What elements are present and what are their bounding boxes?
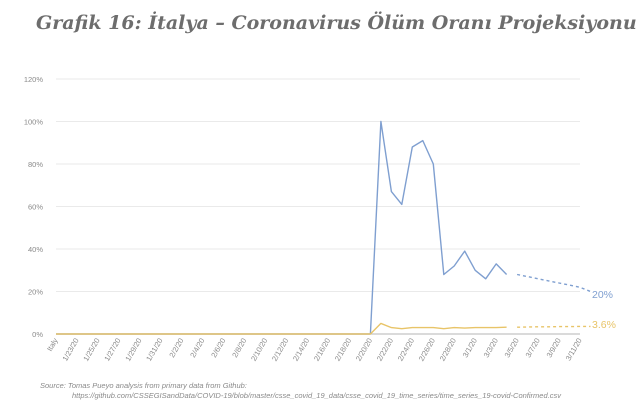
series-line-projection xyxy=(517,325,591,328)
x-tick-label: 3/3/20 xyxy=(482,337,500,360)
grid-lines xyxy=(56,78,580,335)
x-tick-label: 3/1/20 xyxy=(461,337,479,360)
x-tick-label: 2/28/20 xyxy=(438,337,458,363)
series-line-actual xyxy=(56,120,508,335)
x-tick-label: 2/26/20 xyxy=(417,337,437,363)
x-tick-label: 3/11/20 xyxy=(564,337,584,363)
x-tick-label: Italy xyxy=(45,336,60,353)
source-line-1: Source: Tomas Pueyo analysis from primar… xyxy=(40,381,247,390)
series-line-actual xyxy=(56,322,507,335)
series-lines xyxy=(56,120,591,335)
y-tick-label: 20% xyxy=(28,288,43,297)
y-tick-label: 40% xyxy=(28,245,43,254)
x-tick-label: 2/20/20 xyxy=(354,337,374,363)
x-tick-label: 1/25/20 xyxy=(81,337,101,363)
x-tick-label: 2/8/20 xyxy=(230,337,248,360)
x-tick-label: 1/23/20 xyxy=(60,337,80,363)
x-tick-label: 2/6/20 xyxy=(209,337,227,360)
x-tick-label: 1/29/20 xyxy=(123,337,143,363)
y-tick-label: 60% xyxy=(28,203,43,212)
source-line-2: https://github.com/CSSEGISandData/COVID-… xyxy=(72,391,561,400)
end-labels: 20% 3.6% xyxy=(592,289,616,331)
x-tick-label: 2/12/20 xyxy=(270,337,290,363)
x-tick-label: 2/10/20 xyxy=(249,337,269,363)
x-tick-label: 2/4/20 xyxy=(188,337,206,360)
x-axis-ticks: Italy 1/23/20 1/25/20 1/27/20 1/29/20 1/31/20… xyxy=(45,336,584,362)
x-tick-label: 3/5/20 xyxy=(503,337,521,360)
source-note: Source: Tomas Pueyo analysis from primar… xyxy=(40,381,561,401)
y-tick-label: 0% xyxy=(32,330,43,339)
y-axis-ticks: 0% 20% 40% 60% 80% 100% 120% xyxy=(24,75,44,339)
x-tick-label: 2/24/20 xyxy=(396,337,416,363)
y-tick-label: 100% xyxy=(24,118,44,127)
y-tick-label: 120% xyxy=(24,75,44,84)
x-tick-label: 2/18/20 xyxy=(333,337,353,363)
x-tick-label: 2/14/20 xyxy=(291,337,311,363)
x-tick-label: 3/7/20 xyxy=(524,337,542,360)
series-end-label: 20% xyxy=(592,289,613,301)
x-tick-label: 3/9/20 xyxy=(545,337,563,360)
x-tick-label: 2/16/20 xyxy=(312,337,332,363)
chart-title: Grafik 16: İtalya – Coronavirus Ölüm Ora… xyxy=(36,12,637,34)
x-tick-label: 1/27/20 xyxy=(102,337,122,363)
x-tick-label: 2/22/20 xyxy=(375,337,395,363)
y-tick-label: 80% xyxy=(28,160,43,169)
x-tick-label: 2/2/20 xyxy=(167,337,185,360)
series-line-projection xyxy=(516,273,591,293)
x-tick-label: 1/31/20 xyxy=(144,337,164,363)
series-end-label: 3.6% xyxy=(592,319,616,331)
